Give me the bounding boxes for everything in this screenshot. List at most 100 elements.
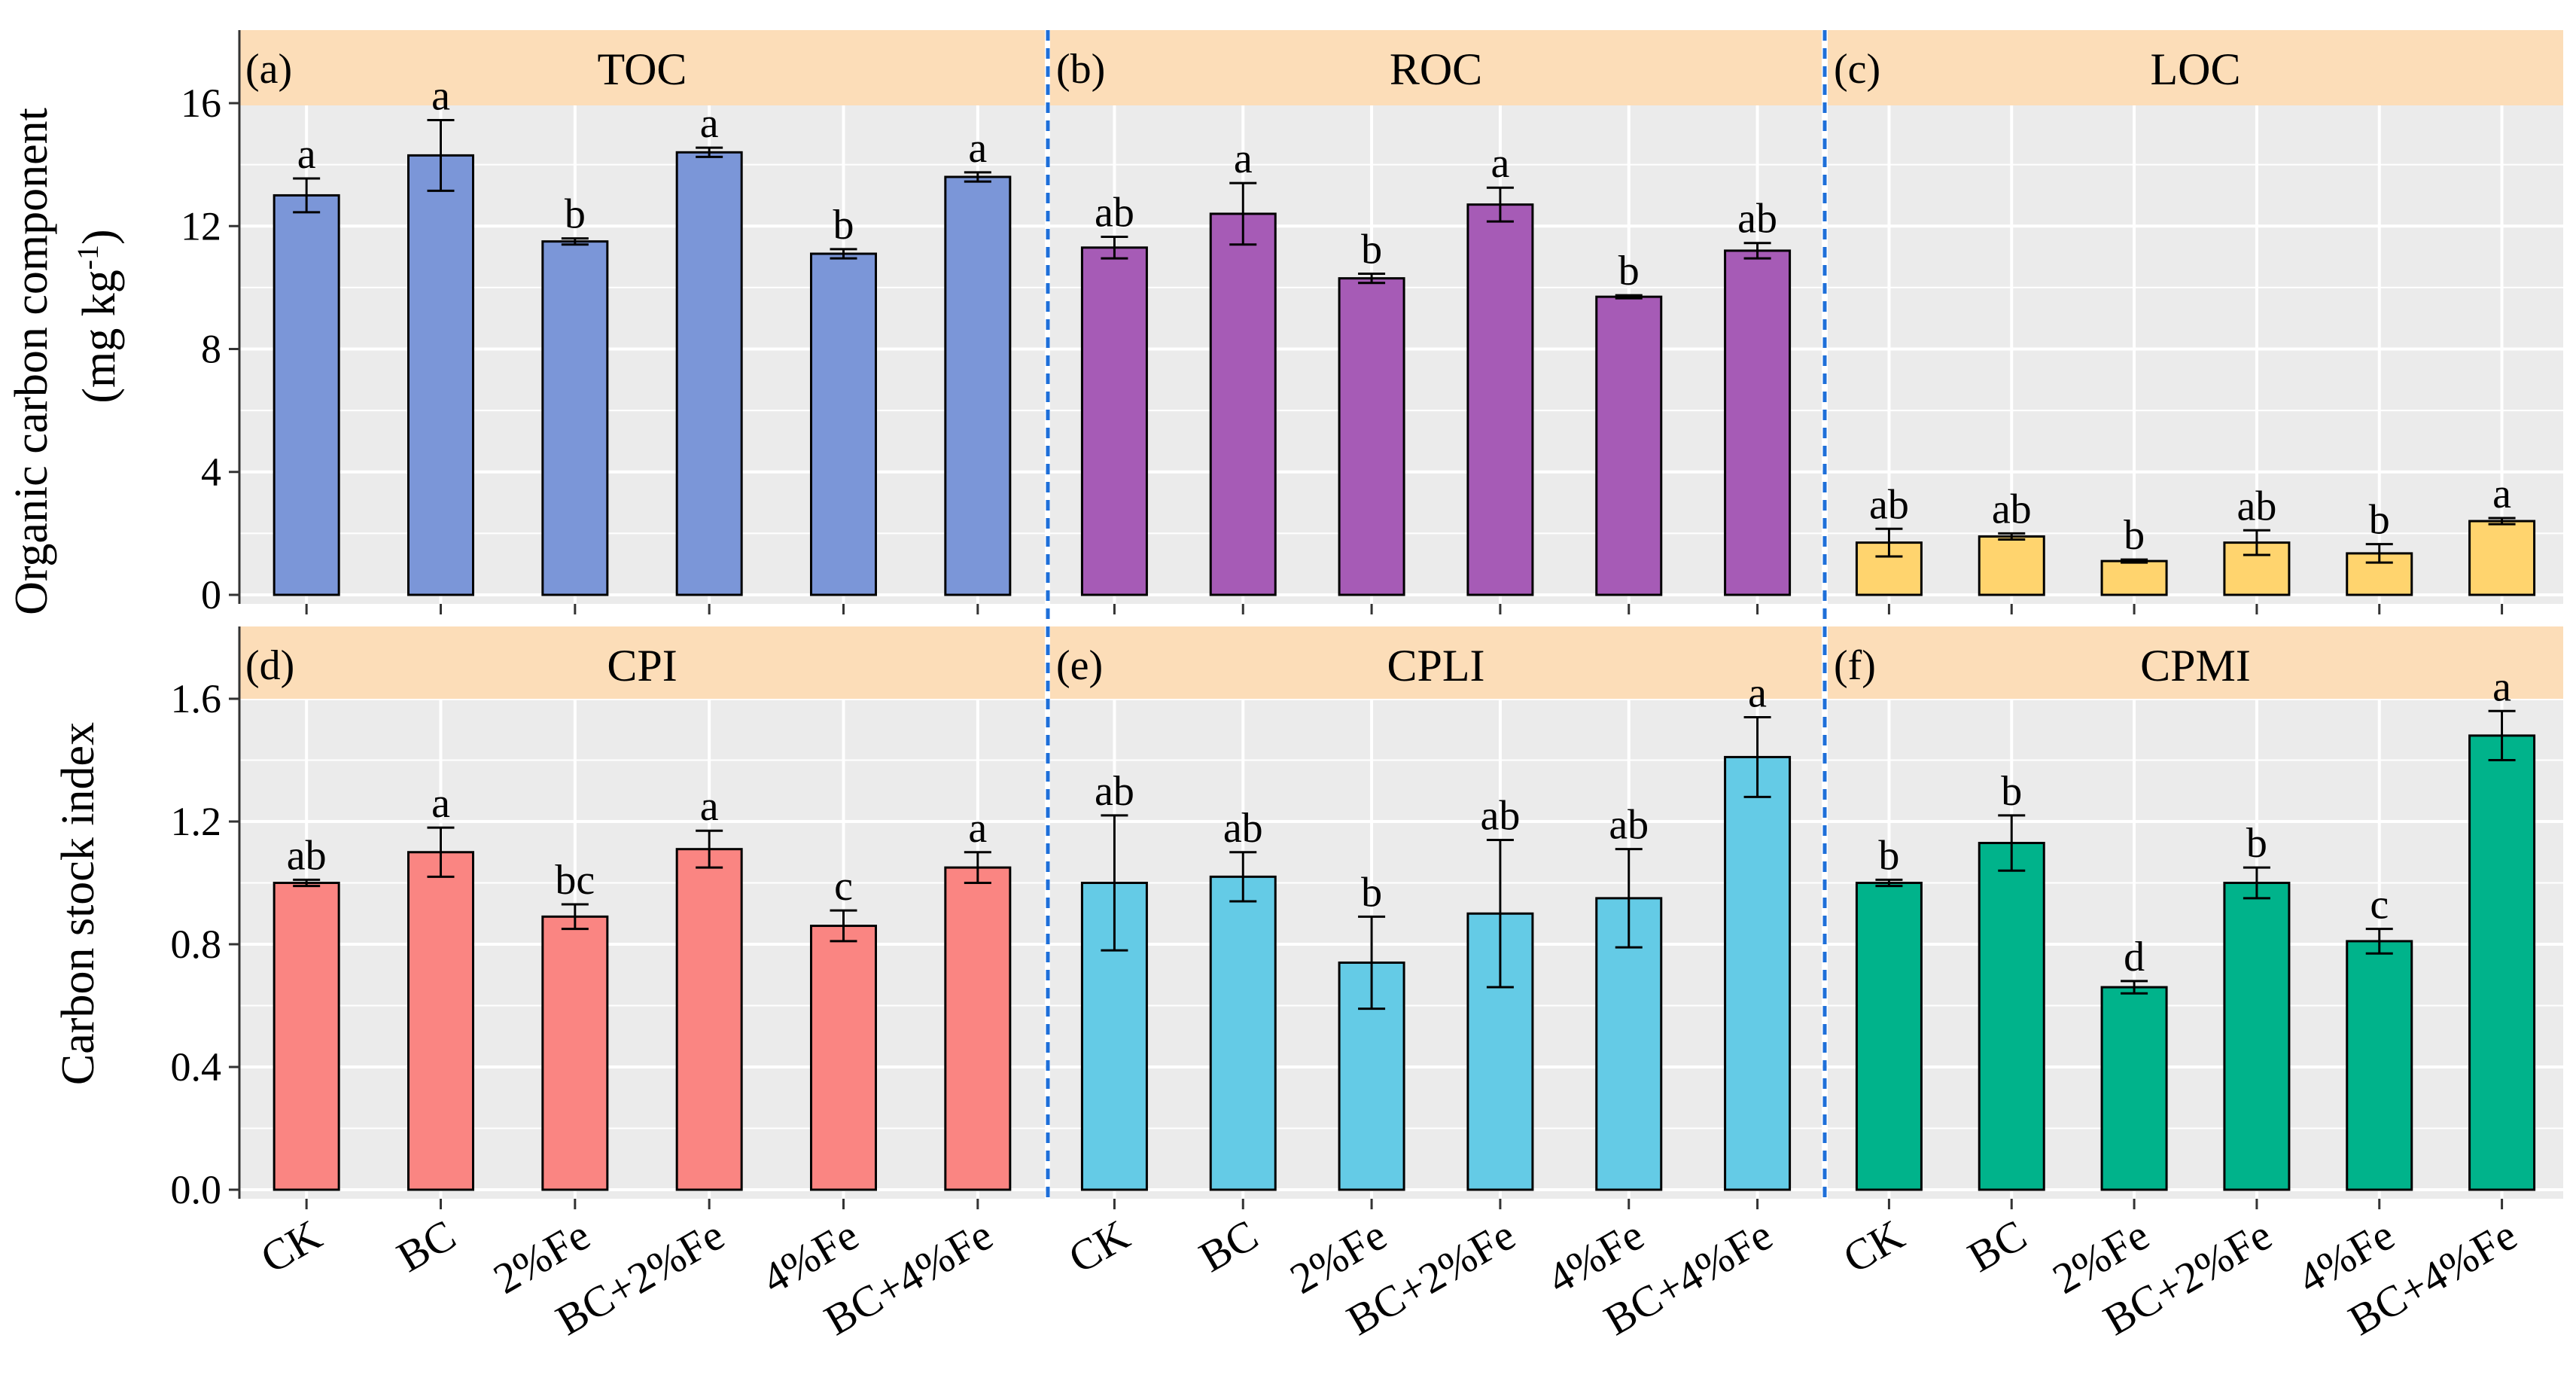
sig-letter-cpli-2: b	[1361, 869, 1382, 916]
y-tick-label-1-0: 0.0	[171, 1167, 222, 1212]
y-tick-label-1-3: 1.2	[171, 799, 222, 844]
sig-letter-roc-0: ab	[1095, 190, 1134, 236]
bar-roc-0	[1080, 246, 1148, 596]
strip-toc	[239, 30, 1045, 105]
y-tick-label-0-3: 12	[181, 203, 221, 248]
panel-bg-cpi	[239, 626, 1045, 1199]
panel-title-roc: ROC	[1390, 44, 1482, 94]
bar-cpli-5	[1724, 755, 1792, 1191]
sig-letter-roc-3: a	[1490, 140, 1509, 187]
sig-letter-cpli-3: ab	[1480, 792, 1520, 839]
y-tick-label-0-4: 16	[181, 81, 221, 126]
x-label-cpli-0: CK	[1061, 1210, 1137, 1283]
sig-letter-roc-2: b	[1361, 227, 1382, 273]
sig-letter-loc-5: a	[2492, 471, 2511, 517]
strip-cpli	[1050, 626, 1822, 699]
bar-cpi-1	[407, 851, 474, 1191]
bar-cpi-3	[675, 848, 743, 1191]
bar-roc-2	[1338, 277, 1405, 596]
sig-letter-cpi-2: bc	[555, 857, 595, 904]
sig-letter-toc-0: a	[297, 131, 316, 178]
panel-tag-roc: (b)	[1056, 46, 1105, 93]
sig-letter-cpli-5: a	[1748, 669, 1767, 716]
sig-letter-toc-1: a	[431, 72, 450, 119]
bar-roc-5	[1724, 249, 1792, 596]
bar-cpli-1	[1209, 875, 1277, 1191]
sig-letter-cpi-1: a	[431, 780, 450, 827]
sig-letter-loc-3: ab	[2236, 483, 2276, 529]
panel-title-cpli: CPLI	[1387, 641, 1484, 690]
y-tick-label-0-1: 4	[201, 450, 221, 495]
bar-cpmi-5	[2468, 734, 2536, 1191]
panel-tag-cpli: (e)	[1056, 642, 1103, 689]
bar-loc-1	[1978, 535, 2045, 596]
panel-bg-roc	[1050, 30, 1822, 604]
bar-toc-1	[407, 154, 474, 596]
axes: 0 4 8 12 16 0.0 0.4 0.8 1.2 1.6	[171, 30, 2504, 1212]
sig-letter-cpmi-1: b	[2001, 768, 2022, 815]
panel-bg-cpli	[1050, 626, 1822, 1199]
y-tick-label-0-2: 8	[201, 327, 221, 372]
panel-tag-loc: (c)	[1834, 46, 1880, 93]
sig-letter-cpli-0: ab	[1095, 768, 1134, 815]
x-label-cpi-0: CK	[252, 1210, 329, 1283]
y-tick-label-0-0: 0	[201, 572, 221, 617]
panel-dividers	[1046, 30, 1827, 1199]
strip-roc	[1050, 30, 1822, 105]
bar-toc-4	[810, 252, 877, 596]
bar-cpmi-1	[1978, 842, 2045, 1191]
sig-letter-cpli-4: ab	[1609, 802, 1649, 849]
bar-toc-0	[273, 194, 340, 596]
sig-letter-cpmi-5: a	[2492, 663, 2511, 710]
y-tick-label-1-1: 0.4	[171, 1044, 222, 1090]
bar-cpmi-0	[1855, 882, 1923, 1191]
bars	[273, 151, 2536, 1191]
sig-letter-cpi-3: a	[700, 783, 719, 830]
bar-cpmi-4	[2346, 940, 2413, 1191]
bar-roc-4	[1595, 295, 1663, 596]
sig-letter-loc-1: ab	[1992, 486, 2032, 532]
panel-bg-toc	[239, 30, 1045, 604]
bar-roc-1	[1209, 212, 1277, 596]
panel-tag-cpi: (d)	[245, 642, 294, 689]
y-axis-title-bottom: Carbon stock index	[53, 722, 104, 1085]
y-tick-label-1-2: 0.8	[171, 922, 222, 967]
bar-loc-2	[2100, 559, 2168, 596]
panel-tag-toc: (a)	[245, 46, 292, 93]
sig-letter-roc-1: a	[1234, 136, 1253, 182]
bar-cpi-2	[541, 915, 609, 1191]
sig-letter-cpmi-2: d	[2124, 934, 2145, 980]
x-label-cpi-1: BC	[388, 1210, 464, 1282]
bar-loc-5	[2468, 520, 2536, 596]
panel-tag-cpmi: (f)	[1834, 642, 1876, 689]
x-label-cpmi-0: CK	[1835, 1210, 1912, 1283]
sig-letter-roc-5: ab	[1737, 196, 1777, 242]
sig-letter-toc-4: b	[833, 202, 854, 248]
panel-bg-cpmi	[1828, 626, 2563, 1199]
sig-letter-cpmi-4: c	[2370, 882, 2389, 928]
bar-cpi-5	[944, 866, 1012, 1191]
sig-letter-loc-4: b	[2369, 497, 2390, 544]
y-axis-title-top-line1: Organic carbon component	[6, 108, 57, 615]
bar-cpmi-3	[2223, 882, 2291, 1191]
sig-letter-cpli-1: ab	[1223, 805, 1263, 852]
x-label-cpmi-1: BC	[1959, 1210, 2035, 1282]
sig-letter-loc-0: ab	[1869, 481, 1909, 528]
sig-letter-toc-5: a	[968, 125, 987, 172]
panel-title-cpi: CPI	[607, 641, 677, 690]
strip-headers: (a) TOC (b) ROC (c) LOC (d) CPI (e) CPLI (f) CPMI	[239, 30, 2563, 699]
bar-roc-3	[1466, 203, 1534, 596]
sig-letter-cpi-4: c	[834, 863, 853, 910]
strip-cpmi	[1828, 626, 2563, 699]
bar-toc-5	[944, 175, 1012, 596]
sig-letter-cpmi-3: b	[2246, 820, 2267, 867]
strip-cpi	[239, 626, 1045, 699]
strip-loc	[1828, 30, 2563, 105]
bar-toc-3	[675, 151, 743, 596]
sig-letter-cpmi-0: b	[1878, 832, 1899, 879]
panel-title-cpmi: CPMI	[2140, 641, 2251, 690]
y-axis-title-top-line2: (mg kg-1)	[71, 229, 125, 403]
